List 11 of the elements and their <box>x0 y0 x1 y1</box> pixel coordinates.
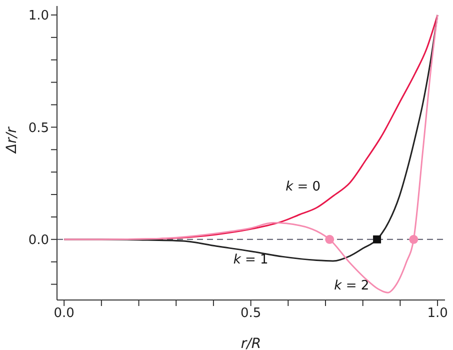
x-axis-title: r/R <box>240 336 262 350</box>
series-label: k = 2 <box>334 278 370 293</box>
x-tick-label: 1.0 <box>427 306 448 322</box>
y-tick-label: 1.0 <box>28 8 49 24</box>
series-label: k = 0 <box>286 179 321 194</box>
x-tick-label: 0.5 <box>240 306 262 322</box>
y-tick-label: 0.5 <box>28 120 49 136</box>
y-axis-title: Δr/r <box>4 126 20 154</box>
x-tick-label: 0.0 <box>54 306 74 322</box>
y-tick-label: 0.0 <box>28 233 49 248</box>
series-label: k = 1 <box>233 252 268 268</box>
